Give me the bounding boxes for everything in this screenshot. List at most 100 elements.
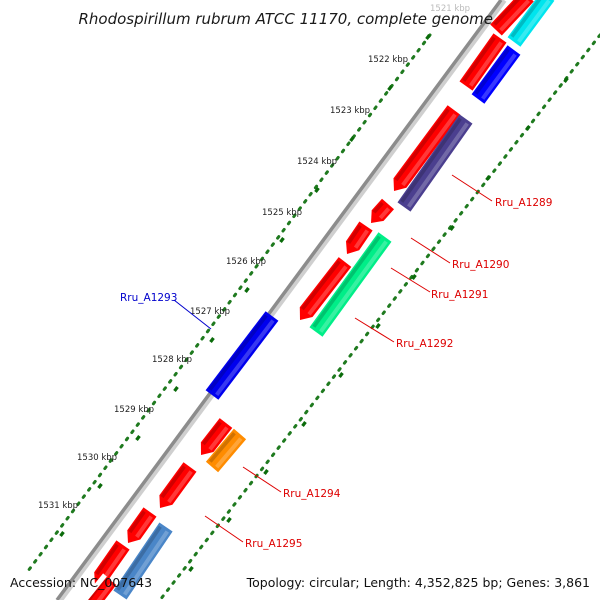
tick-mark	[301, 421, 307, 427]
tick-label: 1531 kbp	[38, 501, 78, 511]
gene-arrow-highlight	[135, 515, 153, 539]
gene-arrow[interactable]	[490, 0, 534, 36]
tick-label: 1529 kbp	[114, 405, 154, 415]
gene-arrow-highlight	[123, 530, 169, 596]
tick-label: 1525 kbp	[262, 208, 302, 218]
tick-label: 1524 kbp	[297, 157, 337, 167]
gene-arrow-highlight	[353, 229, 369, 249]
gene-arrow-shade	[510, 0, 542, 38]
gene-label-rru-a1293[interactable]: Rru_A1293	[120, 292, 177, 304]
tick-mark	[59, 531, 65, 537]
tick-label: 1526 kbp	[226, 257, 266, 267]
gene-label-rru-a1289[interactable]: Rru_A1289	[495, 197, 552, 209]
gene-label-rru-a1291[interactable]: Rru_A1291	[431, 289, 488, 301]
gene-arrow[interactable]	[471, 45, 521, 104]
callout-line	[354, 317, 395, 343]
gene-cds[interactable]	[471, 45, 521, 104]
gene-cds[interactable]	[127, 507, 157, 543]
gene-rru-a1295[interactable]	[159, 462, 197, 508]
gene-arrow[interactable]	[393, 105, 461, 191]
gene-arrow-highlight	[96, 583, 113, 600]
tick-mark	[525, 125, 531, 131]
gene-arrow[interactable]	[127, 507, 157, 543]
gene-rru-a1290[interactable]	[371, 198, 394, 223]
tick-label: 1522 kbp	[368, 55, 408, 65]
callout-line	[242, 466, 282, 493]
gene-arrow-shade	[474, 48, 510, 95]
gene-cds[interactable]	[393, 105, 461, 191]
gene-rru-a1289[interactable]	[397, 114, 473, 212]
gene-arrow-highlight	[517, 0, 551, 43]
gene-cds[interactable]	[113, 522, 173, 600]
gene-arrow-highlight	[319, 240, 388, 333]
gene-arrow-shade	[347, 224, 362, 245]
gene-arrow[interactable]	[200, 418, 233, 455]
callout-line	[410, 237, 451, 264]
gene-arrow[interactable]	[78, 573, 107, 600]
gene-arrow-highlight	[499, 0, 531, 32]
gene-arrow[interactable]	[346, 221, 373, 255]
gene-arrow-highlight	[407, 122, 469, 208]
gene-cds[interactable]	[346, 221, 373, 255]
gene-label-rru-a1295[interactable]: Rru_A1295	[245, 538, 302, 550]
tick-mark	[349, 136, 355, 142]
gene-cds[interactable]	[490, 0, 534, 36]
gene-cds[interactable]	[459, 33, 507, 91]
tick-mark	[173, 386, 179, 392]
gene-arrow[interactable]	[205, 428, 247, 473]
tick-mark	[387, 85, 393, 91]
gene-arrow[interactable]	[159, 462, 197, 508]
gene-arrow-shade	[462, 36, 496, 82]
gene-arrow-highlight	[215, 319, 275, 396]
tick-mark	[244, 287, 250, 293]
gene-arrow[interactable]	[459, 33, 507, 91]
gene-cds[interactable]	[78, 573, 107, 600]
gene-arrow-highlight	[307, 265, 348, 316]
gene-label-rru-a1292[interactable]: Rru_A1292	[396, 338, 453, 350]
gene-arrow-shade	[128, 510, 146, 534]
tick-mark	[314, 187, 320, 193]
gene-rru-a1294-feature[interactable]	[205, 428, 247, 473]
backbone-shadow	[57, 0, 507, 600]
gene-arrow-shade	[312, 235, 381, 328]
callout-line	[173, 299, 212, 330]
gene-rru-a1292[interactable]	[309, 232, 392, 337]
gene-arrow-highlight	[215, 437, 243, 469]
gene-arrow[interactable]	[507, 0, 555, 47]
gene-arrow-shade	[201, 421, 222, 446]
gene-cds[interactable]	[507, 0, 555, 47]
gene-arrow[interactable]	[205, 311, 279, 400]
gene-arrow-highlight	[481, 53, 517, 100]
gene-arrow-shade	[95, 543, 119, 576]
tick-mark	[375, 323, 381, 329]
outer-dotted-track	[23, 33, 432, 577]
callout-line	[204, 515, 244, 543]
inner-dotted-track	[158, 33, 600, 600]
gene-arrow[interactable]	[397, 114, 473, 212]
gene-rru-a1294[interactable]	[200, 418, 233, 455]
gene-arrow-shade	[300, 260, 341, 311]
gene-arrow[interactable]	[113, 522, 173, 600]
gene-label-rru-a1290[interactable]: Rru_A1290	[452, 259, 509, 271]
gene-arrow-shade	[116, 525, 162, 591]
gene-rru-a1293[interactable]	[205, 311, 279, 400]
tick-mark	[338, 372, 344, 378]
gene-features	[78, 0, 555, 600]
gene-arrow[interactable]	[309, 232, 392, 337]
map-title: Rhodospirillum rubrum ATCC 11170, comple…	[78, 10, 493, 28]
gene-arrow-shade	[372, 201, 384, 214]
gene-rru-a1291[interactable]	[299, 257, 352, 320]
callout-line	[390, 267, 431, 293]
tick-mark	[411, 274, 417, 280]
tick-mark	[263, 469, 269, 475]
gene-arrow-shade	[208, 432, 236, 463]
gene-label-callouts: Rru_A1289 Rru_A1290 Rru_A1291 Rru_A1292 …	[120, 174, 552, 550]
tick-mark	[425, 34, 431, 40]
gene-arrow-shade	[160, 465, 186, 499]
tick-mark	[97, 483, 103, 489]
gene-arrow[interactable]	[371, 198, 394, 223]
gene-label-rru-a1294[interactable]: Rru_A1294	[283, 488, 341, 500]
gene-arrow[interactable]	[299, 257, 352, 320]
